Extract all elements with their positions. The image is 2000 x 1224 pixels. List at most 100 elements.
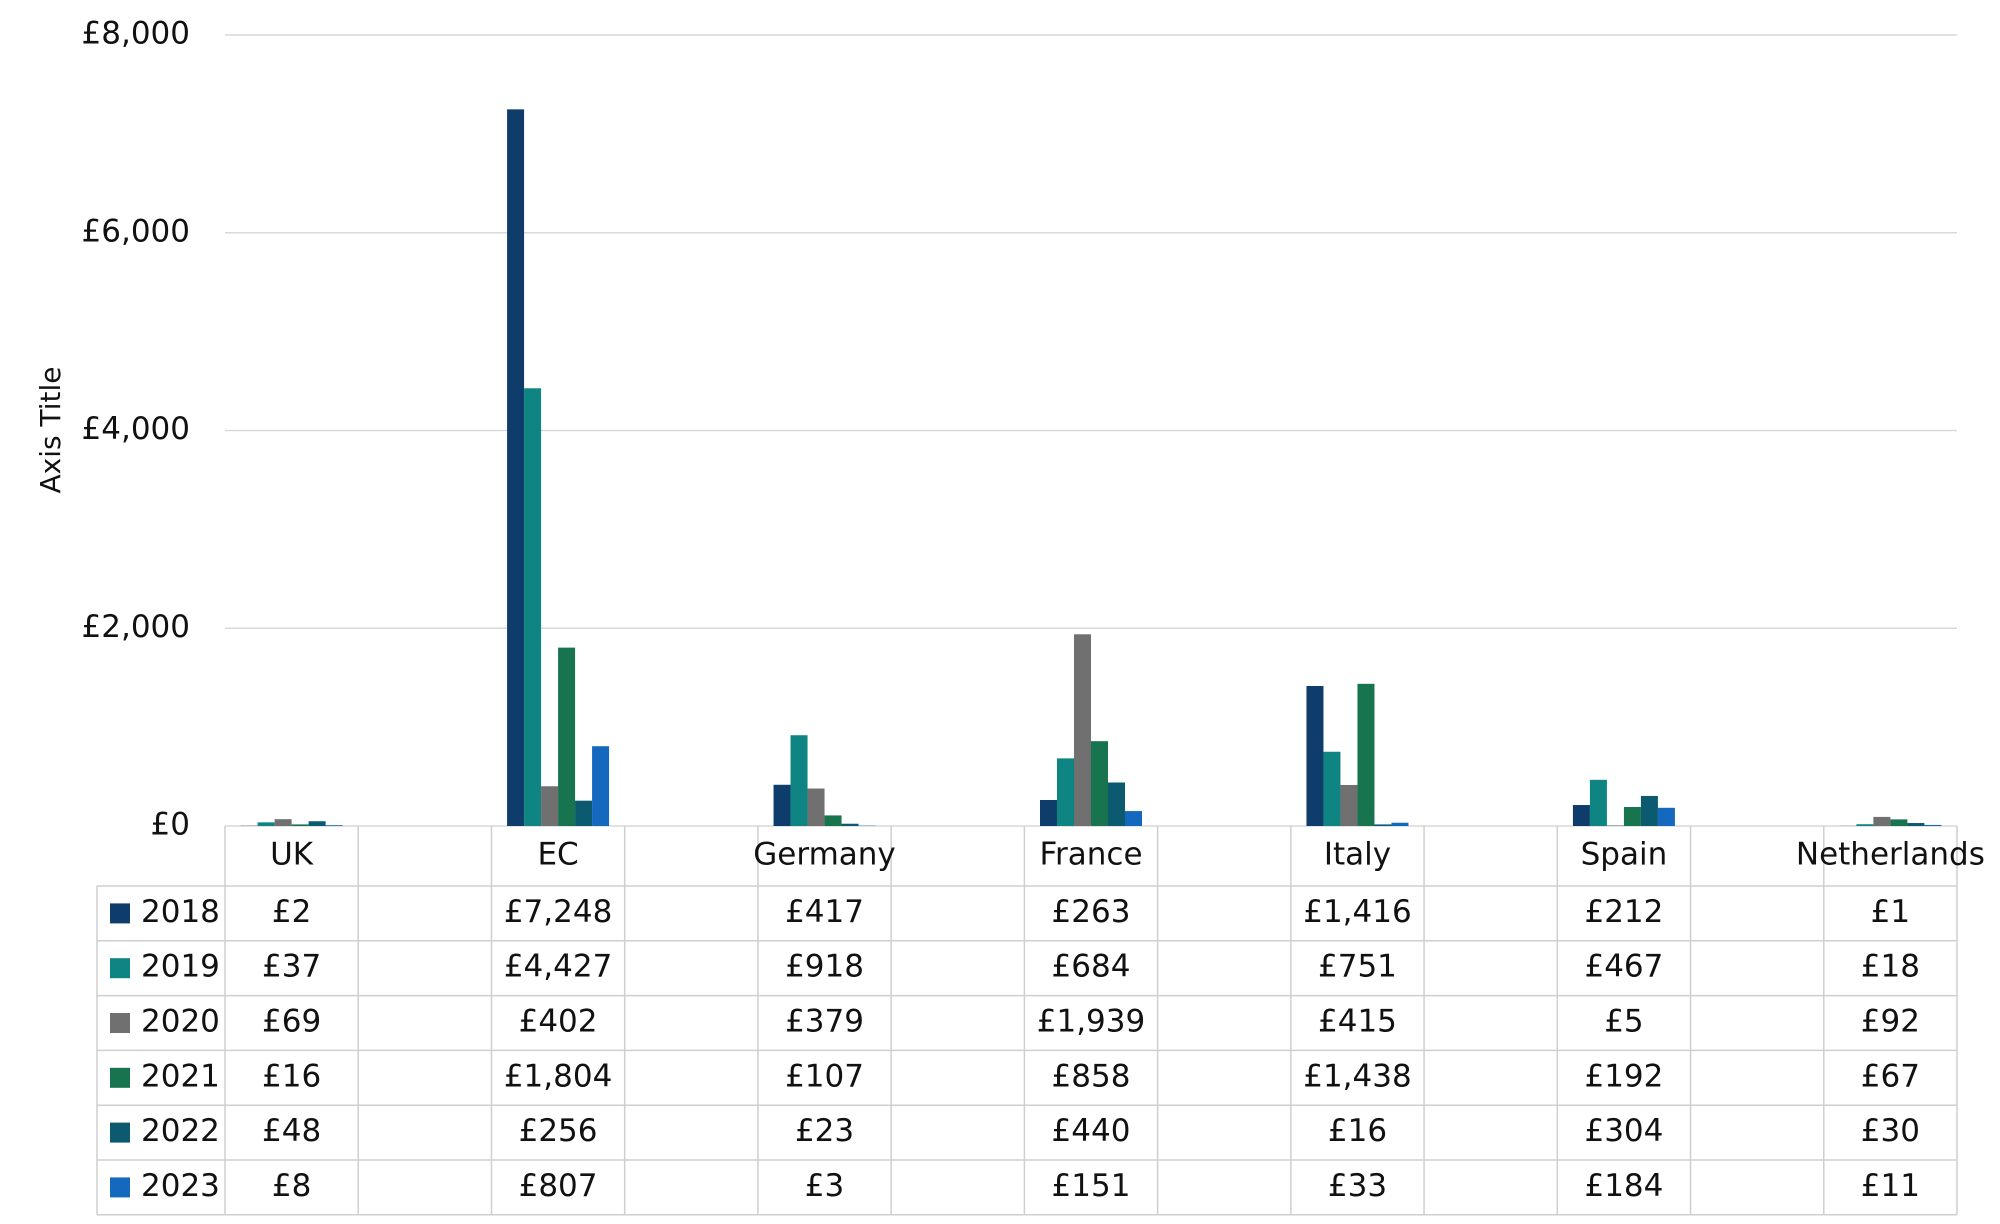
table-value: £751: [1318, 949, 1397, 985]
legend-swatch: [110, 1177, 130, 1198]
legend-swatch: [110, 958, 130, 979]
y-tick-label: £4,000: [82, 411, 190, 447]
bar: [592, 746, 610, 826]
table-value: £918: [785, 949, 864, 985]
table-value: £192: [1584, 1058, 1663, 1094]
bar: [1125, 811, 1142, 826]
bar: [1108, 782, 1125, 826]
bar: [790, 735, 808, 826]
bar: [507, 109, 525, 826]
legend-label: 2018: [141, 894, 220, 930]
table-value: £467: [1584, 949, 1663, 985]
bar: [1907, 823, 1925, 826]
table-value: £2: [272, 894, 311, 930]
legend-label: 2019: [141, 949, 220, 985]
table-value: £69: [262, 1004, 321, 1040]
bar: [1374, 824, 1392, 826]
bar: [1890, 819, 1908, 826]
table-value: £256: [519, 1113, 598, 1149]
bar: [1057, 758, 1074, 826]
table-value: £48: [262, 1113, 321, 1149]
bar: [308, 821, 326, 826]
table-value: £16: [1328, 1113, 1387, 1149]
table-value: £1: [1871, 894, 1910, 930]
bar: [1856, 824, 1874, 826]
bar: [773, 784, 791, 826]
bar: [1357, 683, 1375, 826]
table-value: £8: [272, 1168, 311, 1204]
y-axis-title: Axis Title: [34, 367, 67, 494]
table-value: £212: [1584, 894, 1663, 930]
x-tick-label: Germany: [753, 837, 895, 873]
bar: [1040, 799, 1057, 826]
bar: [524, 388, 542, 826]
table-value: £92: [1861, 1004, 1920, 1040]
bar: [1340, 784, 1358, 826]
bar: [1924, 824, 1942, 826]
table-value: £107: [785, 1058, 864, 1094]
table-value: £304: [1584, 1113, 1663, 1149]
y-tick-label: £6,000: [82, 213, 190, 249]
legend-swatch: [110, 1122, 130, 1143]
y-tick-label: £0: [151, 807, 190, 843]
table-value: £263: [1052, 894, 1131, 930]
table-value: £30: [1861, 1113, 1920, 1149]
x-tick-label: Spain: [1581, 837, 1668, 873]
x-tick-label: Italy: [1324, 837, 1391, 873]
legend-label: 2023: [141, 1168, 220, 1204]
bar: [325, 825, 343, 826]
legend-label: 2021: [141, 1058, 220, 1094]
table-value: £18: [1861, 949, 1920, 985]
bar: [1074, 634, 1091, 826]
table-value: £1,416: [1303, 894, 1411, 930]
table-value: £1,804: [504, 1058, 612, 1094]
bar: [841, 823, 859, 826]
y-tick-label: £8,000: [82, 16, 190, 52]
table-value: £379: [785, 1004, 864, 1040]
bar: [274, 819, 292, 826]
bar: [291, 824, 309, 826]
table-value: £1,438: [1303, 1058, 1411, 1094]
table-value: £417: [785, 894, 864, 930]
table-value: £440: [1052, 1113, 1131, 1149]
table-value: £151: [1052, 1168, 1131, 1204]
table-value: £184: [1584, 1168, 1663, 1204]
table-value: £37: [262, 949, 321, 985]
table-value: £5: [1604, 1004, 1643, 1040]
table-value: £858: [1052, 1058, 1131, 1094]
bar: [1640, 795, 1658, 826]
table-value: £3: [805, 1168, 844, 1204]
bar: [1091, 741, 1108, 826]
bar: [257, 822, 275, 826]
bar: [541, 786, 559, 826]
bar: [1323, 751, 1341, 826]
bar: [575, 800, 593, 826]
bar: [1623, 807, 1641, 826]
legend-label: 2022: [141, 1113, 220, 1149]
bar: [1572, 805, 1590, 826]
bar: [1657, 807, 1675, 826]
bar: [1306, 685, 1324, 826]
bar: [824, 815, 842, 826]
legend-label: 2020: [141, 1004, 220, 1040]
legend-swatch: [110, 903, 130, 924]
bar: [1391, 822, 1409, 826]
legend-swatch: [110, 1013, 130, 1033]
legend-swatch: [110, 1067, 130, 1088]
bar: [1589, 779, 1607, 826]
table-value: £67: [1861, 1058, 1920, 1094]
table-value: £415: [1318, 1004, 1397, 1040]
x-tick-label: France: [1039, 837, 1142, 873]
table-value: £402: [519, 1004, 598, 1040]
x-tick-label: EC: [537, 837, 578, 873]
table-value: £4,427: [504, 949, 612, 985]
table-value: £11: [1861, 1168, 1920, 1204]
table-value: £16: [262, 1058, 321, 1094]
x-tick-label: UK: [270, 837, 314, 873]
table-value: £684: [1052, 949, 1131, 985]
table-value: £1,939: [1037, 1004, 1145, 1040]
table-value: £33: [1328, 1168, 1387, 1204]
table-value: £7,248: [504, 894, 612, 930]
x-tick-label: Netherlands: [1796, 837, 1985, 873]
